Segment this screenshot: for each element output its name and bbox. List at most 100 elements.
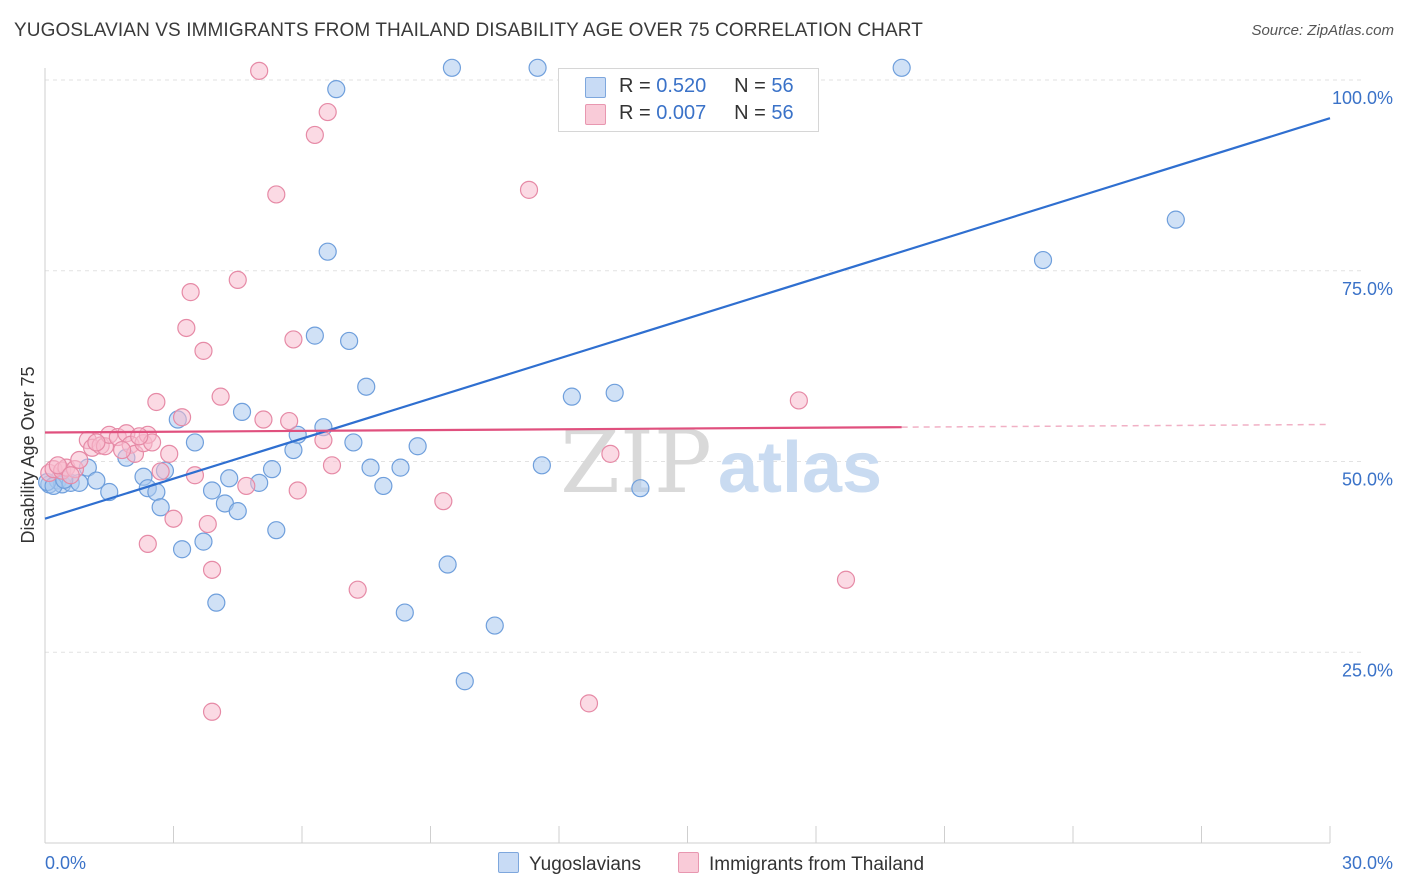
- point-thailand: [70, 450, 89, 470]
- point-yugoslavians: [562, 387, 581, 406]
- axes: [44, 68, 1331, 844]
- point-yugoslavians: [327, 80, 346, 99]
- legend-swatch-thailand: [585, 104, 606, 125]
- point-yugoslavians: [605, 383, 624, 402]
- data-points: [38, 58, 1185, 721]
- point-thailand: [254, 410, 273, 429]
- tick-labels: 25.0% 50.0% 75.0% 100.0% 0.0% 30.0%: [45, 88, 1393, 873]
- point-thailand: [198, 514, 217, 534]
- point-yugoslavians: [357, 377, 376, 396]
- point-thailand: [267, 185, 286, 204]
- legend-swatch-yugoslavians: [585, 77, 606, 98]
- trend-line-thailand: [44, 426, 902, 434]
- point-thailand: [789, 391, 808, 410]
- point-yugoslavians: [207, 593, 226, 612]
- point-yugoslavians: [374, 476, 393, 496]
- legend-r-label: R =: [619, 75, 651, 97]
- bottom-legend-thailand: Immigrants from Thailand: [678, 852, 924, 876]
- point-thailand: [228, 270, 247, 290]
- point-thailand: [305, 125, 324, 145]
- legend-r-label: R =: [619, 102, 651, 124]
- point-thailand: [138, 534, 157, 554]
- point-thailand: [237, 476, 256, 496]
- legend-r-value-thailand: 0.007: [656, 102, 707, 124]
- y-tick-label: 100.0%: [1332, 88, 1393, 108]
- point-yugoslavians: [185, 433, 205, 452]
- source-label: Source: ZipAtlas.com: [1251, 22, 1394, 39]
- legend-n-value-yugoslavians: 56: [771, 75, 794, 97]
- point-yugoslavians: [1033, 250, 1053, 270]
- point-thailand: [177, 318, 196, 338]
- point-yugoslavians: [391, 458, 410, 477]
- point-yugoslavians: [202, 481, 222, 500]
- point-thailand: [147, 392, 166, 412]
- point-yugoslavians: [344, 433, 363, 452]
- point-thailand: [202, 560, 222, 579]
- point-thailand: [112, 440, 132, 460]
- point-thailand: [194, 341, 213, 360]
- point-yugoslavians: [442, 58, 462, 77]
- point-yugoslavians: [408, 437, 427, 456]
- point-yugoslavians: [267, 521, 286, 540]
- point-thailand: [284, 330, 303, 349]
- grid-lines: [45, 79, 1365, 653]
- point-yugoslavians: [528, 58, 547, 77]
- point-thailand: [48, 456, 67, 475]
- point-thailand: [130, 427, 149, 446]
- bottom-legend-swatch-yugoslavians: [498, 852, 519, 873]
- y-axis-label: Disability Age Over 75: [18, 366, 38, 543]
- point-yugoslavians: [232, 402, 252, 422]
- point-thailand: [250, 61, 269, 80]
- point-yugoslavians: [318, 242, 337, 261]
- point-yugoslavians: [532, 456, 551, 475]
- legend-n-label: N =: [734, 102, 766, 124]
- point-yugoslavians: [172, 540, 192, 559]
- point-thailand: [151, 462, 170, 481]
- point-thailand: [172, 408, 192, 427]
- watermark-atlas: atlas: [718, 428, 882, 508]
- y-tick-label: 50.0%: [1342, 470, 1393, 490]
- correlation-legend: R = 0.520 N = 56 R = 0.007 N = 56: [558, 68, 819, 132]
- point-thailand: [348, 580, 367, 599]
- point-yugoslavians: [220, 469, 239, 488]
- point-yugoslavians: [395, 603, 414, 622]
- bottom-legend-label-thailand: Immigrants from Thailand: [709, 854, 925, 875]
- point-yugoslavians: [892, 58, 911, 77]
- legend-n-value-thailand: 56: [771, 102, 794, 124]
- point-thailand: [160, 444, 179, 463]
- point-thailand: [211, 387, 230, 406]
- bottom-legend-yugoslavians: Yugoslavians: [498, 852, 641, 876]
- x-tick-label-max: 30.0%: [1342, 853, 1393, 873]
- point-thailand: [322, 456, 342, 475]
- point-yugoslavians: [340, 331, 359, 351]
- point-thailand: [87, 433, 106, 452]
- point-yugoslavians: [305, 326, 324, 345]
- point-thailand: [202, 702, 222, 721]
- bottom-legend-swatch-thailand: [678, 852, 699, 873]
- chart-title: YUGOSLAVIAN VS IMMIGRANTS FROM THAILAND …: [14, 20, 923, 41]
- point-thailand: [836, 570, 856, 589]
- point-thailand: [601, 444, 620, 463]
- point-yugoslavians: [262, 460, 282, 479]
- x-tick-label-min: 0.0%: [45, 853, 86, 873]
- point-yugoslavians: [87, 471, 106, 490]
- point-thailand: [519, 180, 539, 199]
- point-thailand: [164, 509, 183, 528]
- point-yugoslavians: [438, 555, 457, 574]
- legend-r-value-yugoslavians: 0.520: [656, 75, 707, 97]
- point-yugoslavians: [194, 532, 213, 551]
- watermark: ZIP atlas: [560, 413, 882, 513]
- point-yugoslavians: [455, 672, 474, 691]
- point-thailand: [434, 492, 453, 511]
- bottom-legend-label-yugoslavians: Yugoslavians: [529, 854, 641, 875]
- point-yugoslavians: [228, 501, 247, 521]
- legend-n-label: N =: [734, 75, 766, 97]
- point-yugoslavians: [631, 479, 650, 498]
- point-thailand: [288, 481, 307, 500]
- trend-lines: [44, 117, 1331, 520]
- point-yugoslavians: [361, 458, 380, 477]
- point-thailand: [280, 411, 299, 431]
- point-thailand: [318, 102, 337, 122]
- trend-line-yugoslavians: [44, 117, 1331, 520]
